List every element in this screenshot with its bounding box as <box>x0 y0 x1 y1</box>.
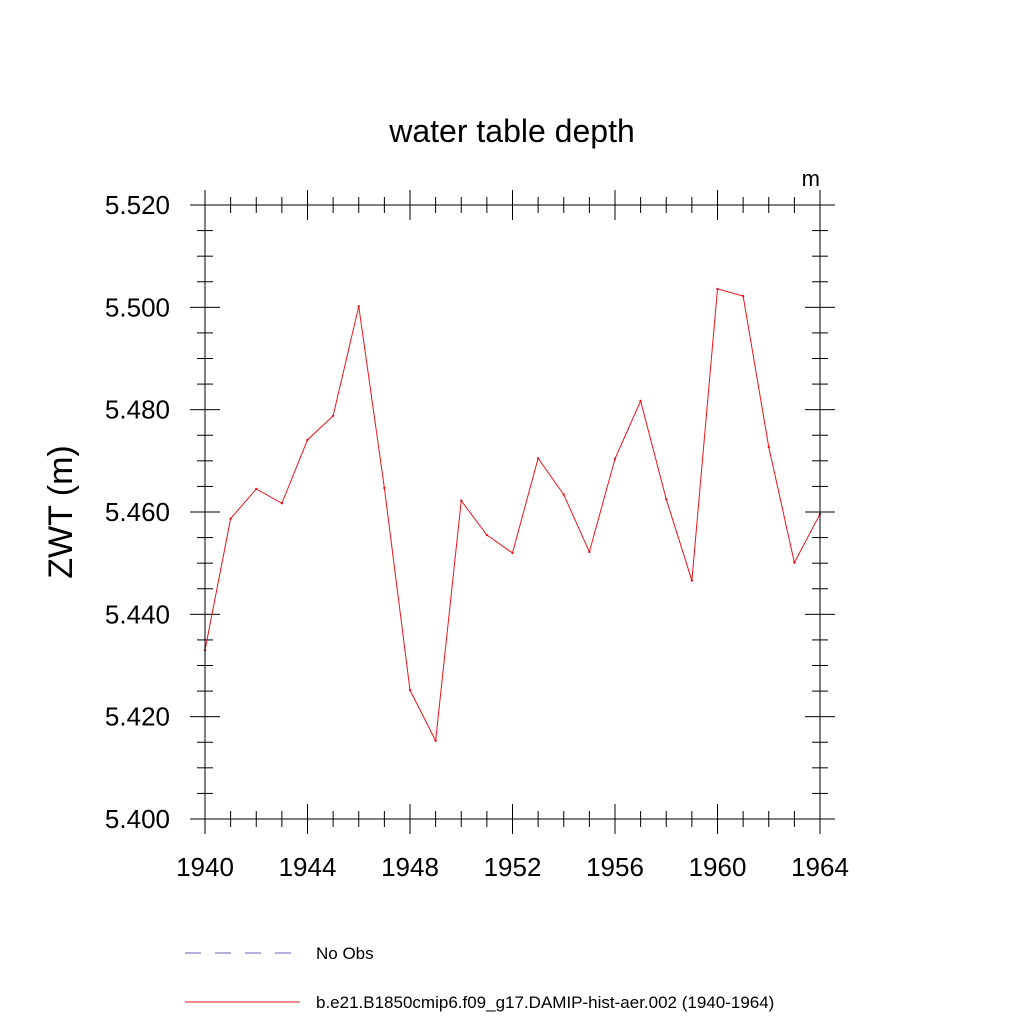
data-point <box>562 493 565 496</box>
x-tick-label: 1944 <box>279 852 337 882</box>
y-tick-label: 5.480 <box>105 395 170 425</box>
data-point <box>331 414 335 418</box>
x-tick-label: 1964 <box>791 852 849 882</box>
legend-label: b.e21.B1850cmip6.f09_g17.DAMIP-hist-aer.… <box>316 993 774 1012</box>
data-point <box>536 457 540 460</box>
data-point <box>741 294 745 298</box>
x-tick-label: 1952 <box>484 852 542 882</box>
data-point <box>280 502 284 505</box>
x-tick-label: 1956 <box>586 852 644 882</box>
data-point <box>383 486 386 490</box>
y-tick-label: 5.500 <box>105 292 170 322</box>
series-line <box>204 288 821 743</box>
data-point <box>255 487 258 491</box>
plot-frame <box>204 204 821 820</box>
data-point <box>408 688 412 692</box>
x-tick-label: 1948 <box>381 852 439 882</box>
tick-labels: 1940 1944 1948 1952 1956 1960 1964 5.400 5.420 5.… <box>105 190 849 882</box>
y-tick-label: 5.400 <box>105 804 170 834</box>
data-point <box>306 438 309 442</box>
data-point <box>229 517 232 520</box>
y-tick-label: 5.520 <box>105 190 170 220</box>
data-point <box>690 579 694 582</box>
data-point <box>716 287 719 291</box>
data-point <box>434 739 437 742</box>
data-point <box>511 551 514 555</box>
legend: No Obs b.e21.B1850cmip6.f09_g17.DAMIP-his… <box>185 944 774 1012</box>
units-label: m <box>802 166 820 191</box>
data-point <box>665 498 668 501</box>
series-layer <box>203 287 822 743</box>
chart-title: water table depth <box>388 113 635 149</box>
data-point <box>639 399 642 403</box>
y-tick-label: 5.460 <box>105 497 170 527</box>
data-point <box>357 305 360 308</box>
data-point <box>793 561 796 564</box>
data-point <box>613 457 617 460</box>
data-point <box>460 499 463 502</box>
y-tick-label: 5.440 <box>105 599 170 629</box>
x-tick-label: 1940 <box>176 852 234 882</box>
legend-label: No Obs <box>316 944 374 963</box>
x-tick-label: 1960 <box>689 852 747 882</box>
y-tick-label: 5.420 <box>105 702 170 732</box>
data-point <box>485 533 489 537</box>
data-point <box>767 445 770 449</box>
axis-ticks <box>190 190 835 834</box>
data-point <box>588 550 591 554</box>
y-axis-label: ZWT (m) <box>42 445 80 578</box>
